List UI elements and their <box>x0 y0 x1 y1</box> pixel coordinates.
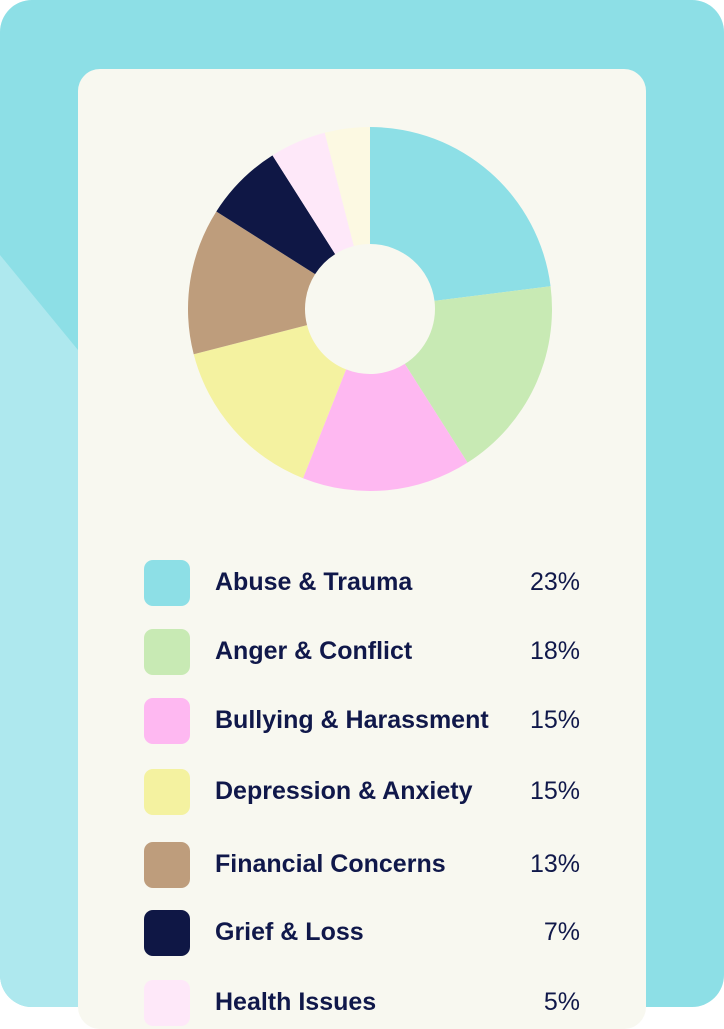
legend-item: Bullying & Harassment 15% <box>144 698 584 744</box>
legend-label: Anger & Conflict <box>215 637 413 665</box>
legend-item: Grief & Loss 7% <box>144 910 584 956</box>
legend-label: Bullying & Harassment <box>215 706 489 734</box>
pie-slice-6 <box>272 132 354 255</box>
legend-label: Financial Concerns <box>215 850 446 878</box>
legend-swatch <box>144 980 190 1026</box>
legend-percent: 5% <box>543 988 580 1016</box>
legend-label: Depression & Anxiety <box>215 777 473 805</box>
legend-swatch <box>144 629 190 675</box>
chart-card: Abuse & Trauma 23% Anger & Conflict 18% … <box>78 69 646 1029</box>
legend-item: Financial Concerns 13% <box>144 842 584 888</box>
legend-percent: 15% <box>529 777 580 805</box>
legend-item: Anger & Conflict 18% <box>144 629 584 675</box>
legend-label: Grief & Loss <box>215 918 364 946</box>
legend-label: Health Issues <box>215 988 377 1016</box>
legend-item: Health Issues 5% <box>144 980 584 1026</box>
pie-slice-7 <box>324 127 370 247</box>
pie-slice-3 <box>193 325 347 479</box>
legend-swatch <box>144 910 190 956</box>
pie-slice-5 <box>216 155 336 275</box>
legend-swatch <box>144 698 190 744</box>
pie-slice-0 <box>370 127 551 301</box>
pie-slice-4 <box>188 211 316 355</box>
legend-percent: 15% <box>529 706 580 734</box>
legend-percent: 23% <box>529 568 580 596</box>
legend-swatch <box>144 769 190 815</box>
legend-item: Depression & Anxiety 15% <box>144 769 584 815</box>
pie-slice-2 <box>303 363 468 492</box>
legend-label: Abuse & Trauma <box>215 568 413 596</box>
legend-percent: 18% <box>529 637 580 665</box>
legend-swatch <box>144 560 190 606</box>
legend-item: Abuse & Trauma 23% <box>144 560 584 606</box>
pie-slice-1 <box>404 286 552 463</box>
legend-percent: 13% <box>529 850 580 878</box>
donut-chart <box>188 127 552 492</box>
legend-swatch <box>144 842 190 888</box>
legend-percent: 7% <box>543 918 580 946</box>
background-wedge <box>0 255 78 1007</box>
